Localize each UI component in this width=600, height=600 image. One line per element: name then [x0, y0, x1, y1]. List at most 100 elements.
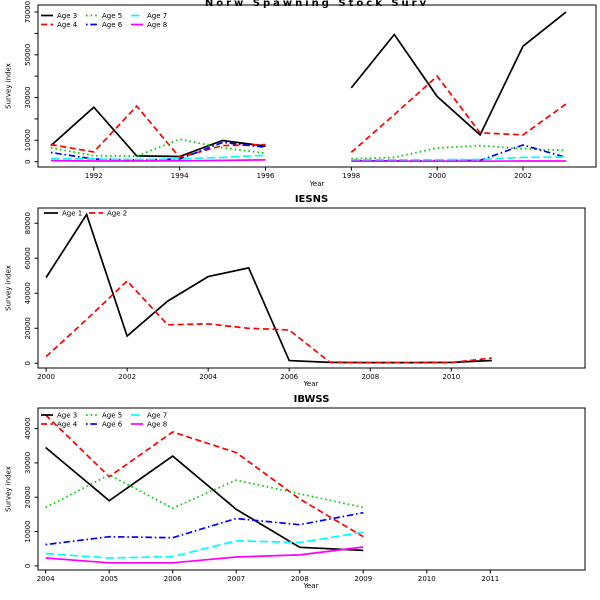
chart1-x-axis-label: Year [309, 180, 325, 188]
series-line [45, 473, 364, 510]
series-line [45, 546, 364, 564]
chart2-title: IESNS [294, 194, 329, 205]
x-tick-label: 2010 [418, 575, 436, 583]
chart-panel-2: 2000 2002 2004 2006 2008 2010 0 20000 40000 60000… [24, 207, 586, 381]
y-tick-label: 70000 [24, 1, 32, 23]
series-age-7 [45, 531, 364, 559]
legend-label: Age 6 [102, 21, 123, 29]
series-line [350, 11, 567, 137]
y-tick-label: 30000 [24, 86, 32, 108]
series-line [50, 105, 266, 158]
series-age-2 [45, 279, 492, 364]
legend: Age 1 Age 2 [44, 210, 127, 218]
series-line [45, 446, 364, 552]
series-age-3 [45, 446, 364, 552]
y-tick-label: 60000 [24, 247, 32, 269]
x-tick-label: 2006 [280, 373, 298, 381]
legend-label: Age 5 [102, 12, 122, 20]
chart2-y-axis-label: Survey index [4, 265, 13, 311]
series-line [45, 414, 364, 538]
plot-box [37, 407, 586, 571]
series-age-8 [45, 546, 364, 564]
x-tick-label: 2006 [164, 575, 182, 583]
y-tick-label: 20000 [24, 486, 32, 508]
y-tick-label: 0 [24, 361, 32, 365]
x-axis: 2000 2002 2004 2006 2008 2010 [37, 368, 460, 381]
series-age-5 [50, 138, 567, 160]
chart3-x-axis-label: Year [303, 582, 319, 590]
x-tick-label: 2004 [37, 575, 55, 583]
x-tick-label: 2000 [428, 172, 446, 180]
series-line [50, 104, 266, 159]
y-tick-label: 10000 [24, 129, 32, 151]
series-line [50, 159, 266, 162]
x-tick-label: 2010 [442, 373, 460, 381]
legend-label: Age 3 [57, 12, 77, 20]
legend-label: Age 3 [57, 412, 77, 420]
y-axis: 0 10000 30000 50000 70000 [24, 1, 38, 164]
y-tick-label: 30000 [24, 452, 32, 474]
y-tick-label: 40000 [24, 282, 32, 304]
y-tick-label: 80000 [24, 212, 32, 234]
series-age-4 [50, 74, 567, 159]
series-age-8 [50, 159, 566, 163]
plot-box [37, 207, 586, 369]
legend-label: Age 7 [147, 12, 167, 20]
x-tick-label: 2009 [354, 575, 372, 583]
series-line [45, 531, 364, 559]
series-age-4 [45, 414, 364, 538]
series-line [50, 141, 266, 161]
chart3-title: IBWSS [293, 394, 330, 405]
legend-label: Age 8 [147, 421, 167, 429]
y-tick-label: 20000 [24, 317, 32, 339]
x-axis: 2004 2005 2006 2007 2008 2009 2010 2011 [37, 570, 499, 583]
legend-label: Age 2 [107, 210, 127, 218]
y-tick-label: 50000 [24, 44, 32, 66]
legend-label: Age 4 [57, 21, 78, 29]
series-age-5 [45, 473, 364, 510]
x-tick-label: 2002 [514, 172, 532, 180]
chart-panel-1: 1992 1994 1996 1998 2000 2002 0 10000 30000 50000… [24, 1, 597, 180]
y-tick-label: 10000 [24, 520, 32, 542]
x-axis: 1992 1994 1996 1998 2000 2002 [85, 167, 532, 180]
chart-panel-3: 2004 2005 2006 2007 2008 2009 2010 2011 0 10000 20… [24, 407, 586, 583]
y-tick-label: 40000 [24, 417, 32, 439]
y-tick-label: 0 [24, 564, 32, 568]
legend-label: Age 5 [102, 412, 122, 420]
series-line [45, 511, 364, 546]
legend-label: Age 1 [62, 210, 82, 218]
x-tick-label: 2011 [481, 575, 499, 583]
legend-label: Age 8 [147, 21, 167, 29]
x-tick-label: 1992 [85, 172, 103, 180]
x-tick-label: 2000 [37, 373, 55, 381]
y-tick-label: 0 [24, 159, 32, 163]
series-line [45, 212, 492, 364]
legend-label: Age 6 [102, 421, 123, 429]
x-tick-label: 1994 [171, 172, 189, 180]
chart3-y-axis-label: Survey index [4, 466, 13, 512]
chart1-title: Norw Spawning Stock Surv [204, 0, 430, 9]
series-line [351, 144, 567, 160]
legend-label: Age 7 [147, 412, 167, 420]
x-tick-label: 2008 [361, 373, 379, 381]
y-axis: 0 10000 20000 30000 40000 [24, 417, 38, 568]
chart2-x-axis-label: Year [303, 380, 319, 388]
x-tick-label: 1996 [257, 172, 275, 180]
plot-box [37, 4, 597, 168]
x-tick-label: 2007 [227, 575, 245, 583]
chart1-y-axis-label: Survey index [4, 63, 13, 109]
series-age-6 [45, 511, 364, 546]
x-tick-label: 2005 [100, 575, 118, 583]
legend-label: Age 4 [57, 421, 78, 429]
series-age-3 [50, 11, 567, 158]
series-line [45, 279, 492, 364]
x-tick-label: 2002 [118, 373, 136, 381]
series-age-1 [45, 212, 492, 364]
series-line [350, 74, 567, 153]
x-tick-label: 1998 [342, 172, 360, 180]
x-tick-label: 2008 [291, 575, 309, 583]
